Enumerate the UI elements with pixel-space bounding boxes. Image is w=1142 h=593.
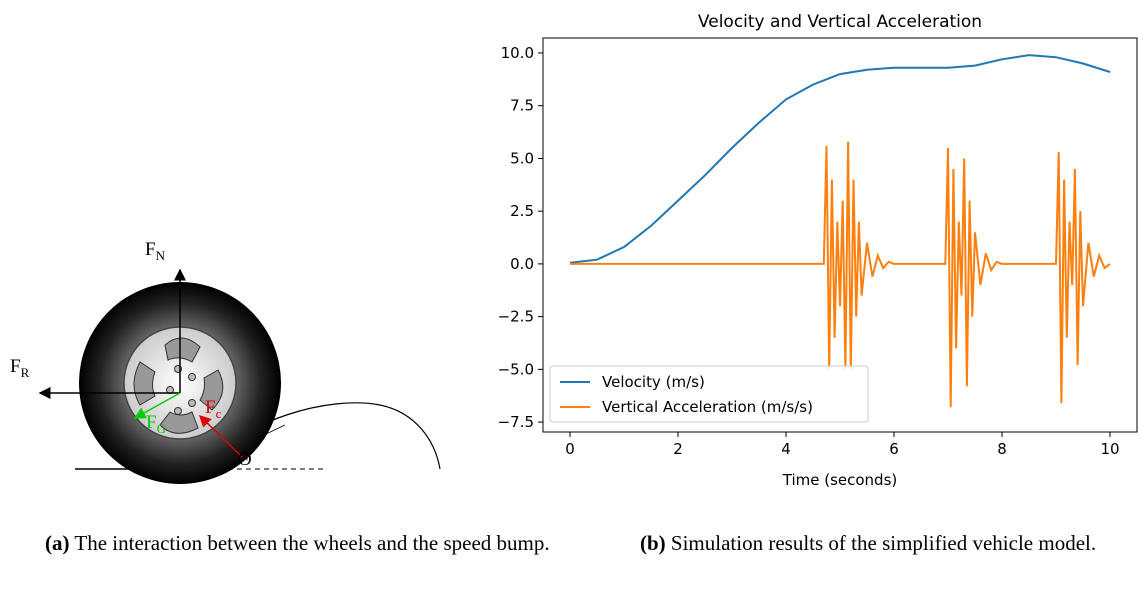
caption-text: Simulation results of the simplified veh… xyxy=(671,531,1096,555)
subscript: G xyxy=(157,421,166,436)
y-tick-label: 2.5 xyxy=(510,202,534,220)
legend-label: Vertical Acceleration (m/s/s) xyxy=(602,398,813,416)
y-tick-label: −2.5 xyxy=(498,308,534,326)
x-tick-label: 0 xyxy=(565,440,575,458)
y-tick-label: 5.0 xyxy=(510,149,534,167)
rolling-force-label: FR xyxy=(10,356,30,380)
y-tick-label: 0.0 xyxy=(510,255,534,273)
symbol: F xyxy=(10,356,21,377)
legend: Velocity (m/s) Vertical Acceleration (m/s… xyxy=(549,365,869,423)
y-tick-label: −5.0 xyxy=(498,360,534,378)
symbol: F xyxy=(146,412,157,433)
caption-text: The interaction between the wheels and t… xyxy=(74,531,549,555)
y-tick-label: 10.0 xyxy=(501,44,534,62)
x-tick-label: 4 xyxy=(781,440,791,458)
series-line xyxy=(569,54,1111,264)
x-tick-label: 6 xyxy=(889,440,899,458)
x-axis-label: Time (seconds) xyxy=(782,471,898,489)
symbol: F xyxy=(145,239,156,260)
contact-force-label: Fc xyxy=(205,397,222,421)
subscript: R xyxy=(21,365,30,380)
symbol: F xyxy=(205,397,216,418)
y-tick-label: 7.5 xyxy=(510,97,534,115)
legend-box xyxy=(549,365,869,423)
legend-label: Velocity (m/s) xyxy=(602,373,705,391)
wheel-diagram: FN FR FG Fc Θ xyxy=(10,239,441,484)
x-tick-label: 8 xyxy=(997,440,1007,458)
x-tick-label: 2 xyxy=(673,440,683,458)
caption-b: (b) Simulation results of the simplified… xyxy=(640,531,1096,555)
x-tick-label: 10 xyxy=(1100,440,1119,458)
subscript: N xyxy=(156,248,166,263)
subscript: c xyxy=(216,406,222,421)
caption-a: (a) The interaction between the wheels a… xyxy=(45,531,550,555)
angle-label: Θ xyxy=(238,449,252,470)
gravity-force-label: FG xyxy=(146,412,166,436)
caption-label: (a) xyxy=(45,531,70,555)
plot-frame xyxy=(542,37,1138,433)
normal-force-label: FN xyxy=(145,239,166,263)
chart-title: Velocity and Vertical Acceleration xyxy=(698,12,982,32)
y-tick-label: −7.5 xyxy=(498,413,534,431)
caption-label: (b) xyxy=(640,531,666,555)
chart: Velocity and Vertical Acceleration Time (… xyxy=(498,12,1138,489)
